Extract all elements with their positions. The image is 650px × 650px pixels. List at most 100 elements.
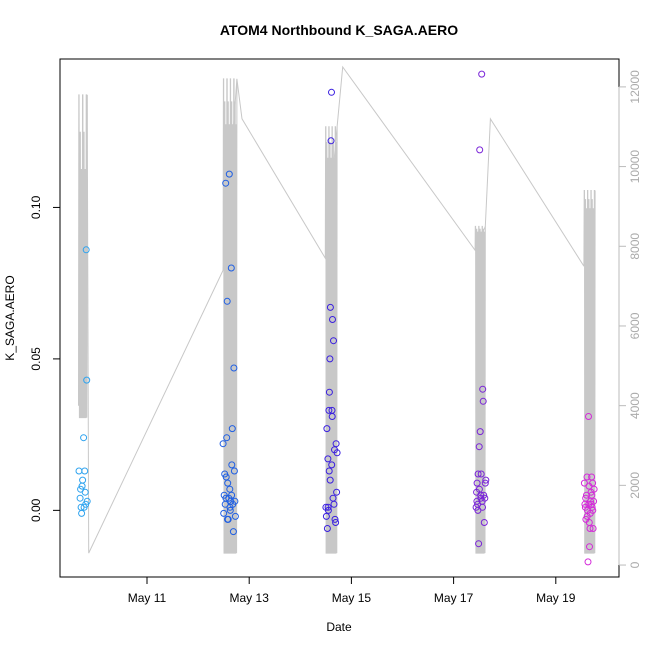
data-point-s5-21 xyxy=(582,494,590,502)
data-point-s3-13 xyxy=(329,316,336,323)
data-point-s2-22 xyxy=(230,364,238,372)
data-point-s2-23 xyxy=(230,467,238,475)
data-point-s4-12 xyxy=(478,70,486,78)
data-point-s3-24 xyxy=(326,476,334,484)
data-point-s3-3 xyxy=(323,525,331,532)
data-point-s2-18 xyxy=(228,461,236,469)
data-point-s5-25 xyxy=(588,491,596,499)
data-point-s3-9 xyxy=(326,303,334,311)
data-point-s1-6 xyxy=(79,476,87,484)
data-point-s5-18 xyxy=(589,525,597,532)
data-point-s5-6 xyxy=(583,473,591,481)
data-point-s2-10 xyxy=(224,479,232,487)
data-point-s3-6 xyxy=(325,406,333,414)
x-axis-label: Date xyxy=(326,620,352,634)
data-point-s3-25 xyxy=(328,461,336,469)
y2-tick-label: 8000 xyxy=(628,233,642,260)
data-point-s4-3 xyxy=(473,479,481,487)
data-point-s3-4 xyxy=(324,455,332,463)
x-tick-label: May 19 xyxy=(536,591,576,605)
data-point-s4-11 xyxy=(477,470,485,478)
data-point-s3-16 xyxy=(330,500,338,508)
data-point-s5-8 xyxy=(584,558,592,566)
altitude-flight-3 xyxy=(324,126,338,554)
chart-title: ATOM4 Northbound K_SAGA.AERO xyxy=(220,22,458,38)
data-point-s2-6 xyxy=(222,179,230,187)
data-point-s2-13 xyxy=(225,170,233,178)
plot-frame xyxy=(59,58,620,578)
data-point-s1-11 xyxy=(82,246,90,254)
x-tick-label: May 15 xyxy=(332,591,372,605)
data-point-s4-24 xyxy=(477,494,485,502)
data-point-s2-25 xyxy=(231,512,239,520)
data-point-s3-2 xyxy=(323,425,331,433)
data-point-s4-8 xyxy=(476,146,484,154)
data-point-s1-8 xyxy=(81,467,89,475)
data-point-s4-15 xyxy=(479,397,487,405)
data-point-s2-27 xyxy=(224,515,231,523)
altitude-flight-2 xyxy=(222,78,238,554)
y-tick-label: 0.10 xyxy=(29,195,43,219)
data-point-s1-1 xyxy=(75,467,83,475)
data-point-s4-6 xyxy=(475,540,483,548)
data-point-s3-7 xyxy=(325,388,333,396)
data-point-s2-29 xyxy=(228,491,236,499)
x-tick-label: May 11 xyxy=(128,591,167,605)
data-point-s4-9 xyxy=(476,428,484,436)
data-point-s3-5 xyxy=(324,506,332,514)
data-point-s3-22 xyxy=(333,449,341,457)
data-point-s4-23 xyxy=(475,485,483,493)
data-point-s5-9 xyxy=(585,413,592,420)
data-point-s2-1 xyxy=(219,440,227,448)
altitude-layer xyxy=(78,65,596,554)
data-point-s2-17 xyxy=(227,264,235,272)
altitude-flight-1 xyxy=(78,94,88,419)
data-point-s3-26 xyxy=(328,413,336,420)
y2-tick-label: 6000 xyxy=(628,312,642,339)
data-point-s5-11 xyxy=(586,543,593,551)
y2-tick-label: 0 xyxy=(628,561,642,568)
data-point-s3-20 xyxy=(332,440,340,448)
y2-tick-label: 4000 xyxy=(628,392,642,419)
data-point-s2-21 xyxy=(229,528,237,536)
data-point-s5-20 xyxy=(590,485,598,493)
data-point-s3-18 xyxy=(331,515,339,523)
points-layer xyxy=(75,70,598,566)
data-point-s3-23 xyxy=(325,467,333,475)
data-point-s2-9 xyxy=(223,297,231,305)
y-axis-label: K_SAGA.AERO xyxy=(3,275,17,360)
data-point-s4-17 xyxy=(480,519,488,526)
data-point-s1-14 xyxy=(77,485,85,493)
data-point-s1-2 xyxy=(76,494,84,502)
data-point-s4-14 xyxy=(479,385,487,393)
data-point-s1-4 xyxy=(78,509,86,517)
data-point-s1-13 xyxy=(83,497,91,505)
data-point-s2-24 xyxy=(231,497,239,505)
data-point-s2-19 xyxy=(228,425,236,433)
y2-tick-label: 10000 xyxy=(628,150,642,184)
x-tick-label: May 17 xyxy=(434,591,474,605)
data-point-s2-26 xyxy=(222,494,230,502)
altitude-flight-5 xyxy=(583,190,596,554)
x-axis: May 11 May 13 May 15 May 17 May 19 xyxy=(128,576,576,605)
data-point-s2-8 xyxy=(223,434,231,442)
data-point-s5-27 xyxy=(585,519,593,526)
data-point-s2-2 xyxy=(220,509,228,517)
data-point-s3-10 xyxy=(327,137,335,145)
data-point-s4-20 xyxy=(482,476,490,484)
data-point-s3-8 xyxy=(326,355,334,363)
data-point-s4-5 xyxy=(474,470,482,478)
data-point-s3-11 xyxy=(328,88,335,96)
data-point-s1-7 xyxy=(80,434,88,442)
data-point-s4-25 xyxy=(479,503,486,511)
data-point-s5-23 xyxy=(585,500,593,508)
y2-tick-label: 2000 xyxy=(628,472,642,499)
y2-tick-label: 12000 xyxy=(628,70,642,104)
y2-axis: 0 2000 4000 6000 8000 10000 12000 xyxy=(618,70,642,568)
data-point-s2-15 xyxy=(226,506,234,514)
data-point-s2-28 xyxy=(226,503,234,511)
data-point-s4-7 xyxy=(475,443,483,451)
data-point-s4-19 xyxy=(481,479,489,487)
data-point-s3-19 xyxy=(332,519,340,526)
